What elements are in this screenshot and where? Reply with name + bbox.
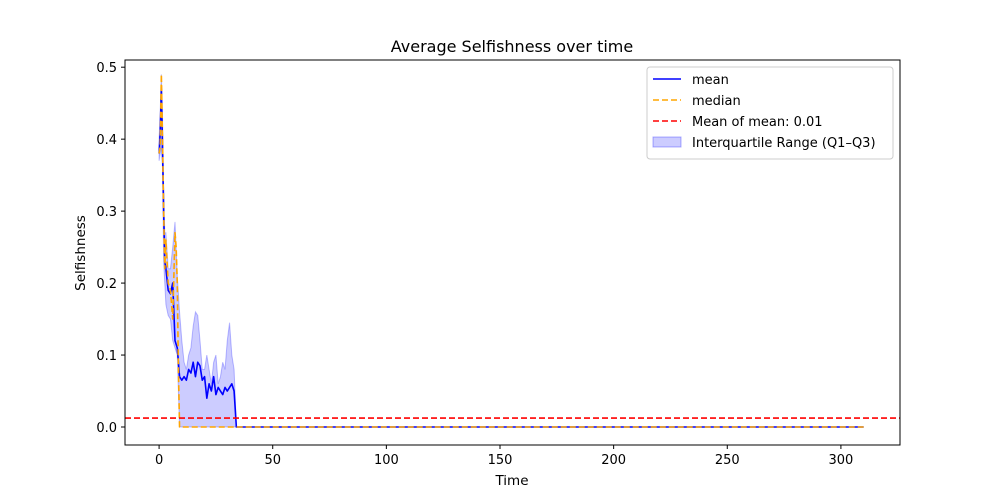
- axes: 0 50 100 150 200 250 300 0.0 0.1 0.2 0.3 0.4 0.5: [96, 59, 901, 468]
- x-tick-label: 50: [264, 453, 281, 468]
- plot-area: [125, 73, 900, 428]
- legend-swatch-iqr: [652, 136, 682, 148]
- mean-series-line: [158, 87, 864, 428]
- legend-label-iqr: Interquartile Range (Q1–Q3): [692, 136, 876, 151]
- y-tick-label: 0.0: [96, 421, 117, 436]
- y-tick-label: 0.5: [96, 61, 117, 76]
- legend-label-mean_of_mean: Mean of mean: 0.01: [692, 115, 823, 130]
- x-tick-label: 300: [828, 453, 853, 468]
- x-axis-label: Time: [494, 473, 528, 489]
- y-tick-label: 0.3: [96, 205, 117, 220]
- y-tick-label: 0.4: [96, 133, 117, 148]
- x-tick-label: 100: [374, 453, 399, 468]
- legend: mean median Mean of mean: 0.01 Interquartil…: [646, 66, 894, 160]
- median-series-line: [158, 73, 864, 428]
- axes-frame: [124, 59, 901, 446]
- legend-label-mean: mean: [692, 73, 729, 88]
- y-tick-label: 0.1: [96, 349, 117, 364]
- y-tick-label: 0.2: [96, 277, 117, 292]
- x-tick-label: 150: [488, 453, 513, 468]
- chart-title: Average Selfishness over time: [391, 37, 633, 56]
- x-tick-label: 250: [715, 453, 740, 468]
- x-tick-label: 200: [601, 453, 626, 468]
- legend-box: [646, 66, 894, 160]
- x-tick-label: 0: [155, 453, 163, 468]
- legend-label-median: median: [692, 94, 741, 109]
- y-axis-label: Selfishness: [73, 215, 89, 291]
